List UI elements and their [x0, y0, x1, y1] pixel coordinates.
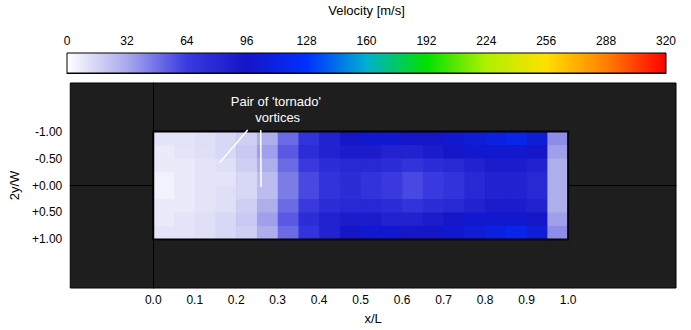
svg-text:32: 32: [120, 34, 134, 48]
svg-text:0.8: 0.8: [477, 293, 494, 307]
svg-text:0.3: 0.3: [269, 293, 286, 307]
svg-text:0.4: 0.4: [311, 293, 328, 307]
svg-text:320: 320: [656, 34, 676, 48]
svg-text:0.9: 0.9: [518, 293, 535, 307]
svg-text:-1.00: -1.00: [35, 125, 63, 139]
svg-text:256: 256: [536, 34, 556, 48]
svg-text:96: 96: [240, 34, 254, 48]
svg-text:vortices: vortices: [255, 110, 300, 125]
svg-text:192: 192: [416, 34, 436, 48]
svg-text:288: 288: [596, 34, 616, 48]
svg-text:+0.50: +0.50: [32, 205, 63, 219]
svg-text:+1.00: +1.00: [32, 232, 63, 246]
svg-text:Velocity [m/s]: Velocity [m/s]: [328, 3, 405, 18]
svg-text:0.6: 0.6: [394, 293, 411, 307]
svg-text:2y/W: 2y/W: [7, 170, 22, 200]
svg-text:0.2: 0.2: [228, 293, 245, 307]
svg-text:1.0: 1.0: [560, 293, 577, 307]
svg-text:224: 224: [476, 34, 496, 48]
svg-text:0.1: 0.1: [186, 293, 203, 307]
svg-text:+0.00: +0.00: [32, 179, 63, 193]
svg-text:160: 160: [356, 34, 376, 48]
svg-text:0.5: 0.5: [352, 293, 369, 307]
svg-text:0.0: 0.0: [145, 293, 162, 307]
svg-text:-0.50: -0.50: [35, 152, 63, 166]
svg-text:x/L: x/L: [364, 311, 381, 326]
svg-text:Pair of 'tornado': Pair of 'tornado': [231, 94, 325, 109]
svg-text:64: 64: [180, 34, 194, 48]
svg-text:0: 0: [64, 34, 71, 48]
svg-text:128: 128: [297, 34, 317, 48]
svg-text:0.7: 0.7: [435, 293, 452, 307]
